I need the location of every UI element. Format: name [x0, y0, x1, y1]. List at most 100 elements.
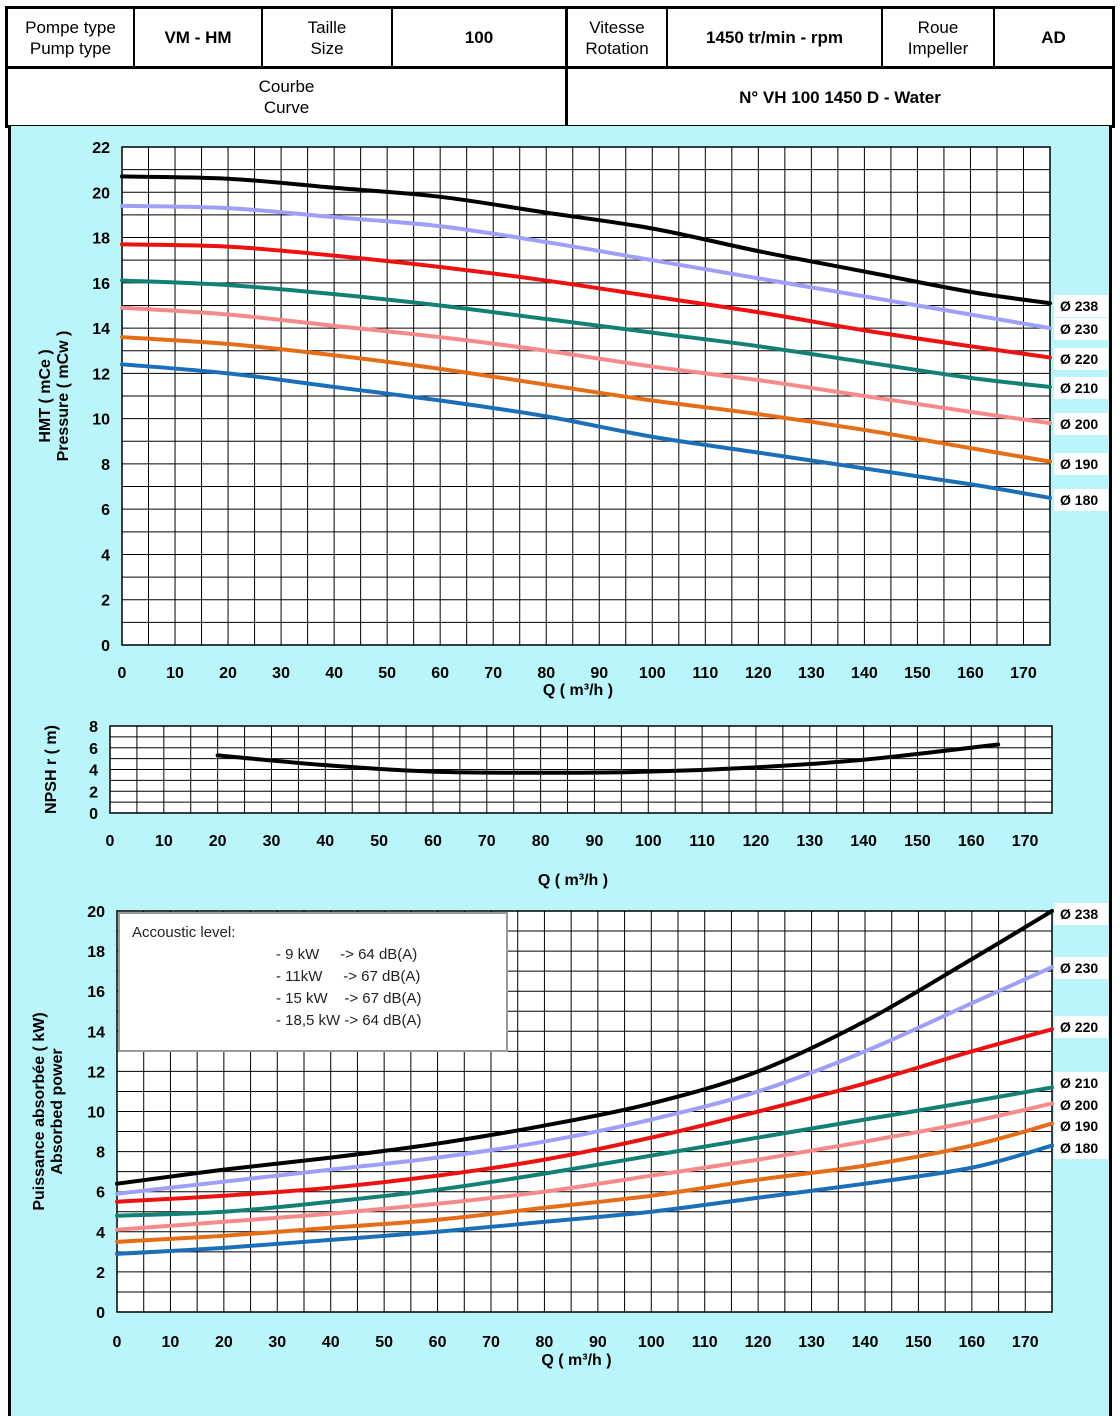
x-tick-label: 100 [638, 1334, 665, 1351]
x-tick-label: 60 [431, 665, 449, 682]
x-axis-title: Q ( m³/h ) [543, 682, 613, 699]
series-line-200 [120, 305, 1052, 426]
x-tick-label: 50 [375, 1334, 393, 1351]
header-row-2: Courbe Curve N° VH 100 1450 D - Water [8, 69, 1112, 125]
x-tick-label: 150 [905, 1334, 932, 1351]
series-line-190 [120, 335, 1052, 464]
x-tick-label: 150 [904, 833, 931, 850]
x-tick-label: 160 [959, 1334, 986, 1351]
pump-type-label: Pompe type Pump type [8, 9, 135, 66]
y-axis-title: Absorbed power [49, 1048, 66, 1174]
x-tick-label: 20 [215, 1334, 233, 1351]
x-tick-label: 130 [798, 1334, 825, 1351]
x-tick-label: 10 [162, 1334, 180, 1351]
x-tick-label: 80 [537, 665, 555, 682]
series-label-bg [1054, 295, 1108, 317]
x-tick-label: 80 [536, 1334, 554, 1351]
impeller-label: Roue Impeller [883, 9, 995, 66]
x-tick-label: 110 [692, 665, 718, 682]
x-tick-label: 80 [532, 833, 550, 850]
y-tick-label: 4 [89, 763, 98, 780]
x-tick-label: 0 [118, 665, 127, 682]
x-tick-label: 170 [1010, 665, 1037, 682]
y-tick-label: 6 [96, 1185, 105, 1202]
series-label-bg [1054, 1115, 1108, 1137]
head-chart: 0 10 20 30 40 50 60 70 80 90 100 110 120 130 140 150 160… [37, 140, 1108, 699]
series-label-bg [1054, 413, 1108, 435]
series-label-bg [1054, 377, 1108, 399]
header-row-1: Pompe type Pump type VM - HM Taille Size… [8, 9, 1112, 69]
y-tick-label: 6 [89, 741, 98, 758]
x-tick-label: 140 [852, 1334, 879, 1351]
x-tick-label: 120 [745, 665, 772, 682]
x-tick-label: 140 [851, 665, 878, 682]
x-tick-label: 120 [745, 1334, 772, 1351]
x-tick-label: 130 [796, 833, 823, 850]
y-tick-label: 8 [89, 719, 98, 736]
x-tick-label: 20 [209, 833, 227, 850]
series-label: Ø 190 [1060, 456, 1098, 472]
curve-number: N° VH 100 1450 D - Water [739, 87, 941, 107]
y-axis-title: Pressure ( mCw ) [55, 331, 72, 462]
y-tick-label: 8 [96, 1145, 105, 1162]
y-tick-label: 2 [96, 1265, 105, 1282]
x-tick-label: 40 [322, 1334, 340, 1351]
x-tick-label: 30 [263, 833, 281, 850]
series-label-bg [1054, 348, 1108, 370]
y-tick-label: 18 [87, 944, 105, 961]
series-label-bg [1054, 453, 1108, 475]
series-label: Ø 238 [1060, 906, 1098, 922]
acoustic-level-box: Accoustic level: - 9 kW -> 64 dB(A) - 11… [118, 912, 508, 1052]
series-label: Ø 238 [1060, 298, 1098, 314]
y-tick-label: 16 [92, 276, 110, 293]
series-line-220 [120, 242, 1052, 360]
series-label: Ø 180 [1060, 492, 1098, 508]
gridlines [109, 725, 1053, 814]
x-tick-label: 100 [635, 833, 662, 850]
series-label: Ø 200 [1060, 1097, 1098, 1113]
series-label: Ø 200 [1060, 416, 1098, 432]
x-tick-label: 70 [478, 833, 496, 850]
y-tick-label: 6 [101, 502, 110, 519]
x-axis-title: Q ( m³/h ) [541, 1352, 611, 1369]
acoustic-row: - 18,5 kW -> 64 dB(A) [276, 1012, 422, 1029]
x-tick-label: 30 [272, 665, 290, 682]
series-label-bg [1054, 1016, 1108, 1038]
x-tick-label: 160 [957, 665, 984, 682]
x-tick-label: 40 [325, 665, 343, 682]
series-label: Ø 230 [1060, 960, 1098, 976]
npsh-chart: 0 10 20 30 40 50 60 70 80 90 100 110 120 130 140 150 160… [43, 719, 1053, 889]
y-tick-label: 4 [96, 1225, 105, 1242]
x-tick-label: 170 [1012, 833, 1039, 850]
y-axis-title: NPSH r ( m) [43, 725, 60, 814]
x-tick-label: 40 [316, 833, 334, 850]
y-tick-label: 0 [89, 806, 98, 823]
y-tick-label: 14 [92, 321, 110, 338]
x-tick-label: 170 [1012, 1334, 1039, 1351]
series-line-230 [120, 203, 1052, 331]
series-line-210 [115, 1085, 1054, 1218]
x-tick-label: 50 [370, 833, 388, 850]
series-label: Ø 220 [1060, 351, 1098, 367]
x-tick-label: 20 [219, 665, 237, 682]
acoustic-row: - 15 kW -> 67 dB(A) [276, 990, 422, 1007]
y-tick-label: 12 [87, 1064, 105, 1081]
x-tick-label: 10 [155, 833, 173, 850]
y-tick-label: 18 [92, 231, 110, 248]
x-tick-label: 110 [692, 1334, 718, 1351]
y-tick-label: 10 [87, 1105, 105, 1122]
series-label: Ø 210 [1060, 1075, 1098, 1091]
series-label-bg [1054, 1072, 1108, 1094]
series-line-238 [115, 909, 1054, 1186]
x-tick-label: 70 [482, 1334, 500, 1351]
series-line-210 [120, 278, 1052, 389]
x-tick-label: 60 [424, 833, 442, 850]
y-tick-label: 12 [92, 366, 110, 383]
series-label-bg [1054, 1094, 1108, 1116]
size-value: 100 [393, 9, 568, 66]
series-label-bg [1054, 957, 1108, 979]
acoustic-title: Accoustic level: [132, 924, 236, 941]
acoustic-row: - 11kW -> 67 dB(A) [276, 968, 421, 985]
series-label-bg [1054, 318, 1108, 340]
